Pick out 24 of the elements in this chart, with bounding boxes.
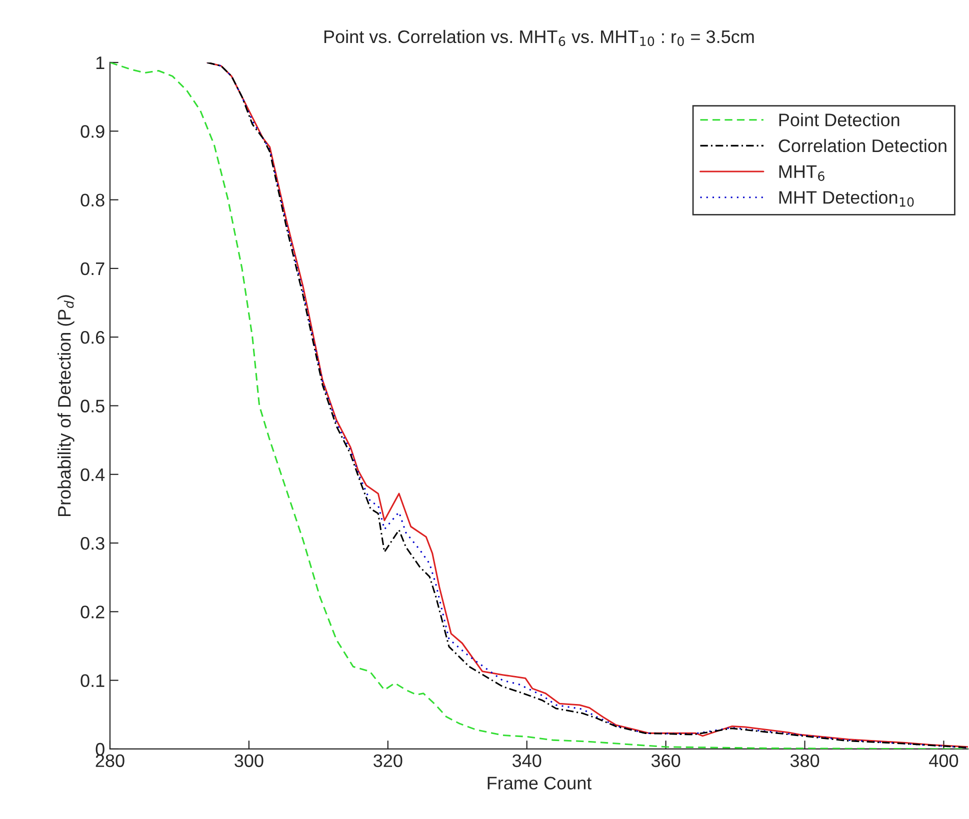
legend-label: Correlation Detection — [778, 138, 946, 152]
y-tick-label: 0.9 — [80, 125, 104, 138]
y-axis-title: Probability of Detection (P$_{d}$) — [57, 295, 74, 516]
x-tick-label: 340 — [512, 754, 542, 768]
x-tick-label: 360 — [651, 754, 680, 768]
y-tick-label: 0.4 — [80, 468, 105, 482]
chart-title: Point vs. Correlation vs. MHT$_{6}$ vs. MHT$_{10}$ : r$_{0}$ = 3.5cm — [324, 30, 754, 46]
legend-label: MHT$_{6}$ — [779, 165, 824, 181]
y-tick-label: 0.3 — [80, 536, 104, 550]
legend-label: Point Detection — [779, 113, 900, 126]
y-tick-label: 1 — [96, 56, 104, 70]
y-tick-label: 0.7 — [80, 262, 104, 276]
x-axis-title: Frame Count — [488, 776, 592, 790]
y-tick-label: 0.6 — [80, 331, 104, 344]
legend-label: MHT Detection$_{10}$ — [779, 190, 914, 207]
x-tick-label: 400 — [929, 754, 958, 768]
x-tick-label: 380 — [790, 754, 820, 768]
y-tick-label: 0.8 — [80, 194, 104, 207]
x-tick-label: 300 — [234, 754, 264, 768]
y-tick-label: 0.2 — [80, 606, 104, 618]
x-tick-label: 280 — [96, 754, 124, 768]
y-tick-label: 0.1 — [80, 674, 104, 688]
y-tick-label: 0.5 — [80, 400, 104, 412]
x-tick-label: 320 — [374, 754, 402, 768]
